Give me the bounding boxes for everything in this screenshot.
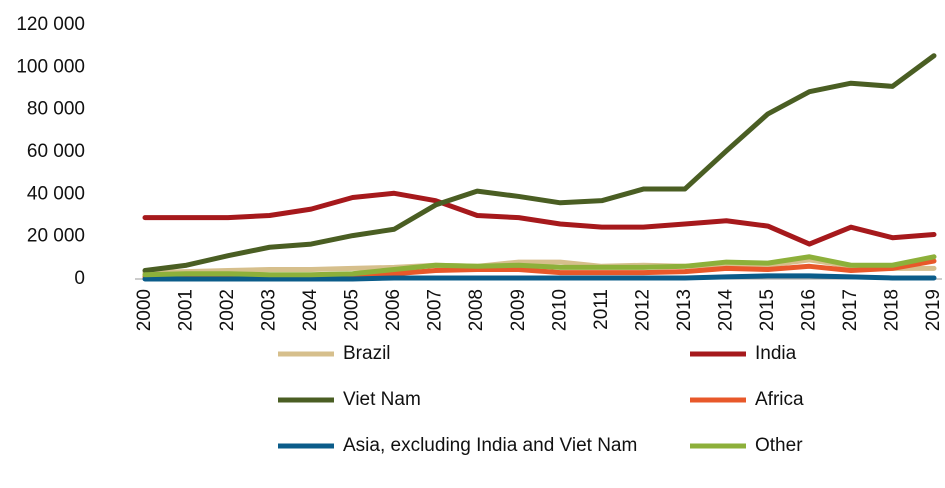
legend-label: Africa [755, 389, 804, 410]
x-tick-label: 2006 [383, 289, 404, 331]
x-tick-label: 2018 [881, 289, 902, 331]
series-line [142, 254, 937, 278]
x-tick-label: 2002 [217, 289, 238, 331]
x-tick-label: 2007 [425, 289, 446, 331]
legend-label: Other [755, 435, 803, 456]
legend-label: Asia, excluding India and Viet Nam [343, 435, 637, 456]
y-tick-label: 80 000 [27, 99, 85, 120]
series-line [142, 257, 937, 276]
y-tick-label: 60 000 [27, 141, 85, 162]
legend-label: India [755, 343, 797, 364]
series-line [142, 190, 937, 247]
y-tick-label: 100 000 [16, 56, 85, 77]
legend-label: Brazil [343, 343, 391, 364]
series-line [142, 53, 937, 274]
x-tick-label: 2017 [840, 289, 861, 331]
y-tick-label: 20 000 [27, 226, 85, 247]
x-tick-label: 2012 [632, 289, 653, 331]
x-tick-label: 2004 [300, 289, 321, 332]
x-tick-label: 2014 [715, 289, 736, 332]
x-tick-label: 2011 [591, 289, 612, 330]
x-tick-label: 2000 [134, 289, 155, 331]
x-tick-label: 2003 [259, 289, 280, 331]
y-tick-label: 40 000 [27, 183, 85, 204]
y-tick-label: 0 [74, 268, 85, 289]
series-line [142, 273, 937, 282]
x-tick-label: 2015 [757, 289, 778, 331]
x-tick-label: 2001 [176, 289, 197, 331]
x-tick-label: 2016 [798, 289, 819, 331]
legend-label: Viet Nam [343, 389, 421, 410]
y-tick-label: 120 000 [16, 14, 85, 35]
x-tick-label: 2009 [508, 289, 529, 331]
x-tick-label: 2019 [923, 289, 944, 331]
x-tick-label: 2010 [549, 289, 570, 331]
x-tick-label: 2005 [342, 289, 363, 331]
x-tick-label: 2013 [674, 289, 695, 331]
x-tick-label: 2008 [466, 289, 487, 331]
